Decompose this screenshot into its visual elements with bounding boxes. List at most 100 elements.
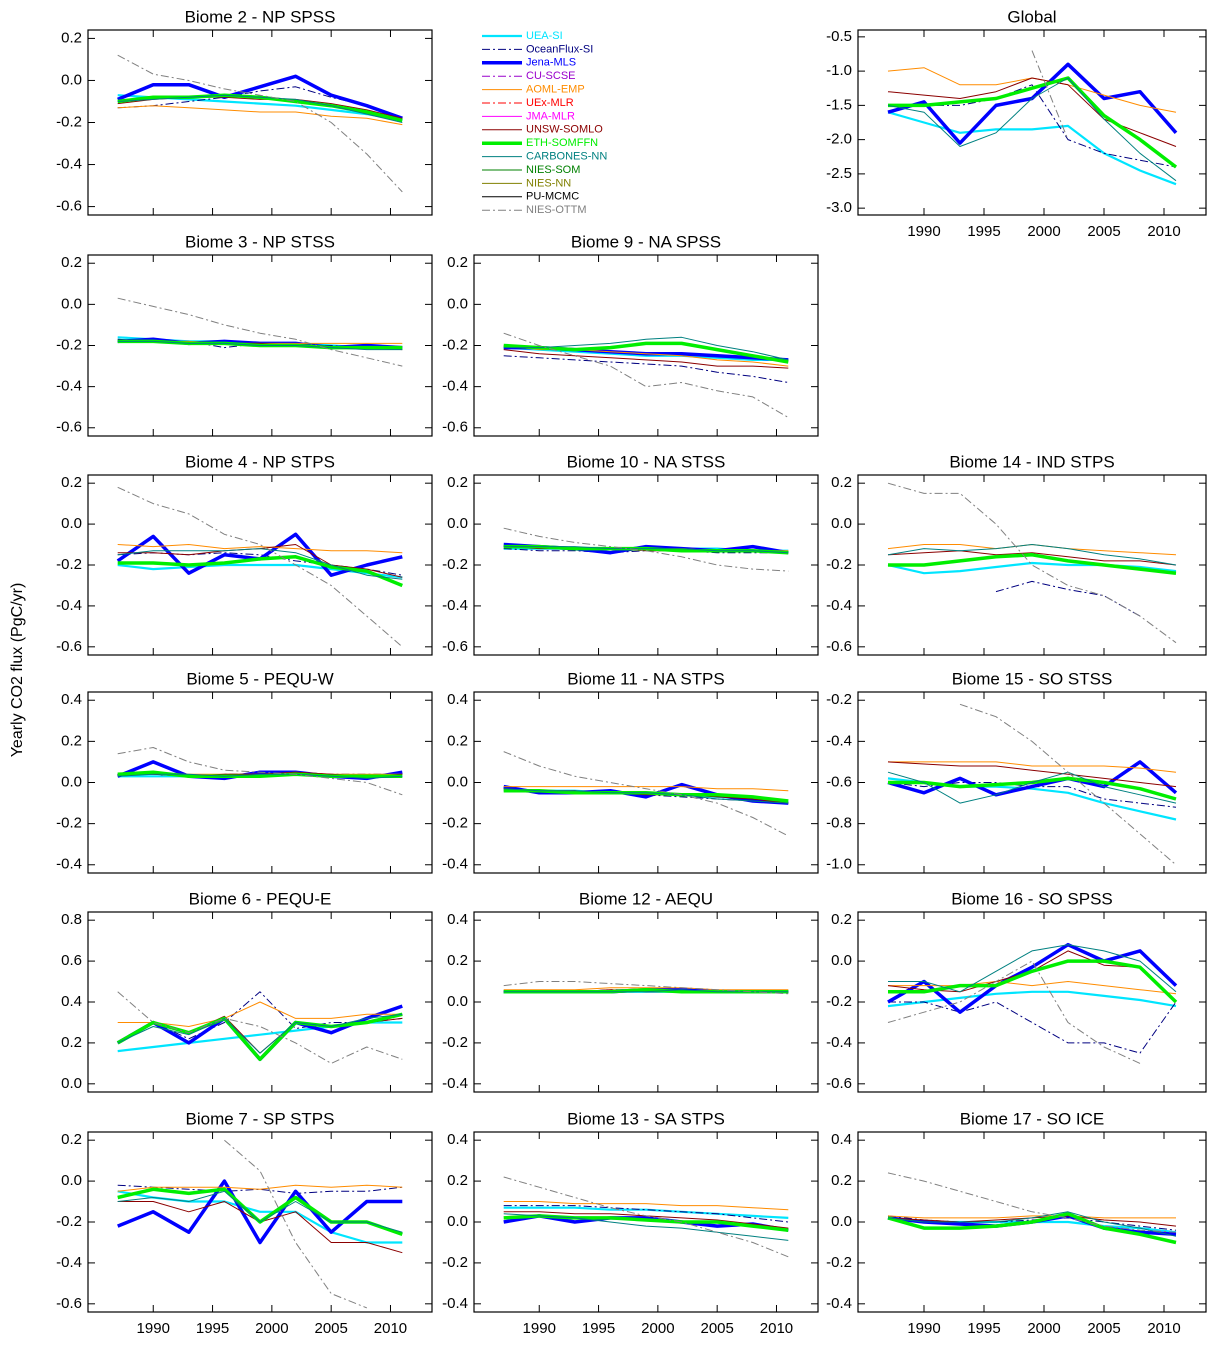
panel-title: Biome 3 - NP STSS [185, 232, 335, 251]
x-tick-label: 1995 [582, 1320, 615, 1337]
series-line [117, 555, 403, 588]
series-line [1031, 50, 1069, 140]
legend-label: UEx-MLR [526, 97, 574, 109]
y-tick-label: -0.4 [442, 378, 468, 395]
legend-label: CU-SCSE [526, 70, 576, 82]
y-tick-label: -0.4 [826, 597, 852, 614]
y-tick-label: -0.4 [826, 732, 852, 749]
y-tick-label: -0.2 [442, 1034, 468, 1051]
series-line [117, 1013, 403, 1054]
y-tick-label: 0.2 [447, 732, 468, 749]
legend-label: Jena-MLS [526, 57, 576, 69]
series-line [117, 544, 403, 554]
y-tick-label: -1.0 [826, 856, 852, 873]
series-line [224, 1139, 367, 1309]
y-tick-label: 0.0 [831, 952, 852, 969]
y-tick-label: 0.0 [447, 773, 468, 790]
series-line [887, 550, 1177, 566]
legend-label: CARBONES-NN [526, 151, 607, 163]
y-tick-label: 0.2 [447, 474, 468, 491]
plot-lines [887, 1172, 1177, 1245]
panel-title: Biome 9 - NA SPSS [571, 232, 721, 251]
series-line [887, 482, 1177, 644]
panel-title: Biome 10 - NA STSS [567, 452, 726, 471]
y-tick-label: -0.6 [56, 638, 82, 655]
x-tick-label: 2005 [1087, 1320, 1120, 1337]
series-line [959, 703, 1177, 866]
plot-frame [87, 691, 433, 874]
series-line [887, 761, 1177, 788]
legend-label: UEA-SI [526, 30, 563, 42]
y-tick-label: 0.4 [447, 911, 468, 928]
x-tick-label: 2000 [641, 1320, 674, 1337]
y-tick-label: 0.0 [61, 773, 82, 790]
y-tick-label: 0.2 [61, 1131, 82, 1148]
y-tick-label: 0.0 [447, 1213, 468, 1230]
plot-frame [87, 911, 433, 1093]
series-line [887, 77, 1177, 147]
y-tick-label: -0.4 [442, 856, 468, 873]
series-line [887, 1212, 1177, 1245]
x-tick-label: 1990 [907, 1320, 940, 1337]
plot-lines [503, 751, 789, 837]
plot-frame [87, 1131, 433, 1313]
y-tick-label: -0.8 [826, 815, 852, 832]
panel-title: Global [1007, 7, 1056, 26]
series-line [503, 1206, 789, 1219]
x-tick-label: 2010 [760, 1320, 793, 1337]
series-line [503, 341, 789, 364]
series-line [503, 1213, 789, 1241]
panel-title: Biome 14 - IND STPS [949, 452, 1114, 471]
series-line [887, 77, 1177, 182]
y-tick-label: -2.0 [826, 131, 852, 148]
legend-label: NIES-SOM [526, 164, 580, 176]
y-tick-label: -0.2 [442, 556, 468, 573]
y-tick-label: 0.2 [831, 474, 852, 491]
series-line [503, 332, 789, 418]
y-tick-label: 0.8 [61, 911, 82, 928]
x-tick-label: 2000 [1027, 1320, 1060, 1337]
panel-title: Biome 15 - SO STSS [952, 669, 1113, 688]
x-tick-label: 2010 [1147, 1320, 1180, 1337]
series-line [116, 1004, 403, 1062]
plot-frame [87, 29, 433, 216]
panel-title: Biome 7 - SP STPS [186, 1109, 335, 1128]
y-tick-label: 0.0 [447, 515, 468, 532]
series-line [503, 751, 789, 837]
y-tick-label: 0.0 [61, 295, 82, 312]
y-tick-label: -2.5 [826, 165, 852, 182]
plot-lines [117, 54, 403, 193]
plot-frame [473, 911, 819, 1093]
y-tick-label: 0.2 [61, 254, 82, 271]
y-tick-label: 0.0 [831, 515, 852, 532]
series-line [117, 297, 403, 367]
y-tick-label: 0.0 [831, 1213, 852, 1230]
panel-title: Biome 5 - PEQU-W [186, 669, 333, 688]
y-tick-label: -0.4 [56, 378, 82, 395]
y-tick-label: -0.4 [56, 597, 82, 614]
y-tick-label: -0.2 [826, 993, 852, 1010]
y-tick-label: -0.2 [826, 556, 852, 573]
y-tick-label: -0.4 [56, 856, 82, 873]
plot-lines [887, 50, 1178, 186]
y-tick-label: 0.0 [447, 295, 468, 312]
series-line [888, 761, 1177, 773]
plot-lines [116, 486, 403, 648]
series-line [887, 990, 1177, 1008]
x-tick-label: 1990 [523, 1320, 556, 1337]
series-line [887, 960, 1141, 1064]
x-tick-label: 1990 [137, 1320, 170, 1337]
series-line [117, 770, 403, 779]
y-tick-label: 0.4 [447, 1131, 468, 1148]
panel-title: Biome 11 - NA STPS [567, 669, 724, 688]
y-axis-label: Yearly CO2 flux (PgC/yr) [9, 583, 26, 758]
plot-lines [116, 991, 403, 1064]
y-tick-label: -0.2 [442, 815, 468, 832]
series-line [503, 987, 789, 991]
plot-frame [87, 474, 433, 656]
x-tick-label: 2010 [374, 1320, 407, 1337]
y-tick-label: -0.2 [826, 1254, 852, 1271]
plot-frame [857, 474, 1207, 656]
series-line [887, 771, 1177, 804]
plot-lines [503, 1176, 789, 1258]
